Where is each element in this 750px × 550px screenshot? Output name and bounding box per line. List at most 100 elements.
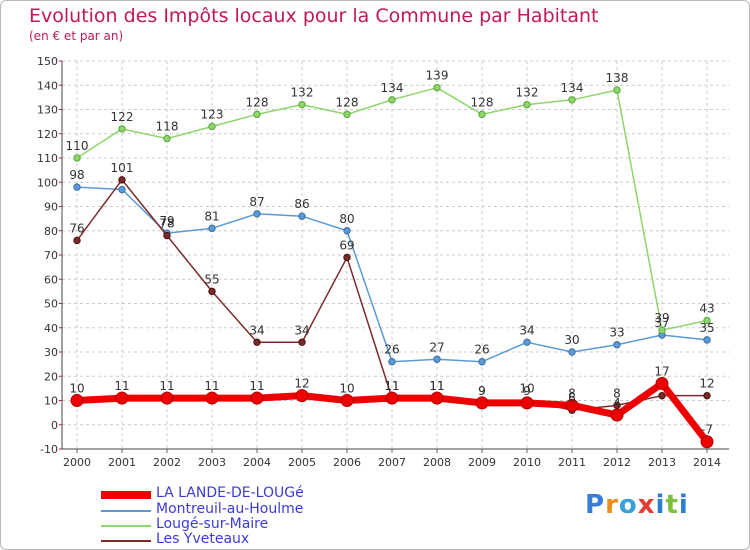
data-label-les-yveteaux: 34 (294, 323, 309, 337)
data-label-montreuil-au-houlme: 35 (699, 321, 714, 335)
x-tick-label: 2012 (603, 456, 631, 469)
data-point-les-yveteaux (298, 338, 306, 346)
data-label-montreuil-au-houlme: 79 (159, 214, 174, 228)
data-label-montreuil-au-houlme: 81 (204, 209, 219, 223)
data-point-la-lande-de-loug- (295, 389, 309, 403)
data-label-loug-sur-maire: 132 (291, 86, 314, 100)
data-point-les-yveteaux (208, 287, 216, 296)
plot-area (62, 61, 729, 449)
data-label-loug-sur-maire: 138 (606, 71, 629, 85)
data-label-la-lande-de-loug-: 11 (249, 379, 264, 393)
legend-swatch (101, 510, 151, 512)
y-tick-label: 10 (44, 395, 58, 408)
data-point-montreuil-au-houlme (118, 185, 126, 194)
x-tick-label: 2008 (423, 456, 451, 469)
data-label-montreuil-au-houlme: 80 (339, 212, 354, 226)
y-tick-label: 0 (51, 419, 58, 432)
data-label-les-yveteaux: 8 (613, 386, 621, 400)
data-label-loug-sur-maire: 128 (246, 95, 269, 109)
y-tick-label: 20 (44, 370, 58, 383)
data-label-la-lande-de-loug-: 11 (204, 379, 219, 393)
y-tick-label: 30 (44, 346, 58, 359)
legend-label: Les Yveteaux (156, 531, 250, 547)
data-point-les-yveteaux (73, 236, 81, 245)
data-label-montreuil-au-houlme: 86 (294, 197, 309, 211)
data-point-les-yveteaux (658, 391, 666, 400)
legend-label: Lougé-sur-Maire (156, 516, 269, 532)
data-point-loug-sur-maire (253, 110, 261, 119)
data-label-les-yveteaux: 11 (429, 379, 444, 393)
x-tick-label: 2001 (108, 456, 136, 469)
y-tick-label: 110 (37, 152, 58, 165)
logo-letter: i (655, 490, 666, 520)
data-label-les-yveteaux: 10 (519, 382, 534, 396)
data-label-loug-sur-maire: 118 (156, 120, 179, 134)
data-label-montreuil-au-houlme: 26 (384, 343, 399, 357)
data-point-loug-sur-maire (208, 122, 216, 131)
data-label-loug-sur-maire: 128 (471, 95, 494, 109)
data-point-montreuil-au-houlme (433, 355, 441, 363)
data-label-la-lande-de-loug-: 4 (613, 396, 621, 410)
data-point-les-yveteaux (118, 176, 126, 184)
y-tick-label: 140 (37, 79, 58, 92)
data-label-la-lande-de-loug-: 10 (339, 382, 354, 396)
data-point-la-lande-de-loug- (520, 396, 534, 410)
data-label-la-lande-de-loug-: 9 (478, 384, 486, 398)
x-tick-label: 2007 (378, 456, 406, 469)
data-point-montreuil-au-houlme (523, 338, 531, 346)
y-tick-label: 80 (44, 225, 58, 238)
y-tick-label: 150 (37, 55, 58, 68)
data-point-montreuil-au-houlme (388, 358, 396, 366)
data-label-les-yveteaux: 6 (568, 391, 576, 405)
y-tick-label: -10 (40, 443, 58, 456)
data-point-la-lande-de-loug- (700, 435, 714, 449)
data-point-montreuil-au-houlme (298, 212, 306, 220)
data-label-les-yveteaux: 76 (69, 221, 84, 235)
data-label-la-lande-de-loug-: 11 (114, 379, 129, 393)
data-point-loug-sur-maire (658, 326, 666, 334)
data-point-loug-sur-maire (388, 96, 396, 104)
y-tick-label: 90 (44, 201, 58, 214)
data-point-montreuil-au-houlme (253, 210, 261, 218)
y-tick-label: 60 (44, 273, 58, 286)
data-label-les-yveteaux: 78 (159, 217, 174, 231)
logo-letter: o (618, 490, 638, 520)
data-point-les-yveteaux (253, 338, 261, 346)
data-label-la-lande-de-loug-: 10 (69, 382, 84, 396)
data-point-la-lande-de-loug- (160, 391, 174, 405)
logo-letter: P (585, 490, 606, 520)
data-label-les-yveteaux: 9 (478, 384, 486, 398)
data-point-la-lande-de-loug- (340, 394, 354, 407)
data-label-loug-sur-maire: 134 (561, 81, 584, 95)
data-point-la-lande-de-loug- (655, 377, 669, 391)
data-label-loug-sur-maire: 128 (336, 95, 359, 109)
x-tick-label: 2011 (558, 456, 586, 469)
data-label-la-lande-de-loug-: 12 (294, 377, 309, 391)
x-tick-label: 2000 (63, 456, 91, 469)
legend-label: LA LANDE-DE-LOUGé (156, 485, 304, 501)
data-label-montreuil-au-houlme: 26 (474, 343, 489, 357)
data-point-la-lande-de-loug- (475, 396, 489, 410)
data-label-loug-sur-maire: 132 (516, 86, 539, 100)
data-point-la-lande-de-loug- (70, 394, 84, 407)
legend-swatch (101, 540, 151, 542)
legend-swatch (101, 525, 151, 527)
data-point-loug-sur-maire (118, 125, 126, 133)
data-point-la-lande-de-loug- (250, 391, 264, 405)
data-point-la-lande-de-loug- (115, 391, 129, 405)
data-point-montreuil-au-houlme (613, 341, 621, 349)
data-label-les-yveteaux: 69 (339, 238, 354, 252)
x-tick-label: 2004 (243, 456, 271, 469)
data-label-loug-sur-maire: 122 (111, 110, 134, 124)
x-tick-label: 2010 (513, 456, 541, 469)
y-tick-label: 120 (37, 128, 58, 141)
x-tick-label: 2013 (648, 456, 676, 469)
data-point-montreuil-au-houlme (343, 227, 351, 235)
data-label-montreuil-au-houlme: 27 (429, 340, 444, 354)
data-point-montreuil-au-houlme (208, 224, 216, 233)
data-label-la-lande-de-loug-: 8 (568, 386, 576, 400)
chart-subtitle: (en € et par an) (29, 29, 124, 43)
legend-label: Montreuil-au-Houlme (156, 501, 304, 517)
x-tick-label: 2005 (288, 456, 316, 469)
y-tick-label: 70 (44, 249, 58, 262)
